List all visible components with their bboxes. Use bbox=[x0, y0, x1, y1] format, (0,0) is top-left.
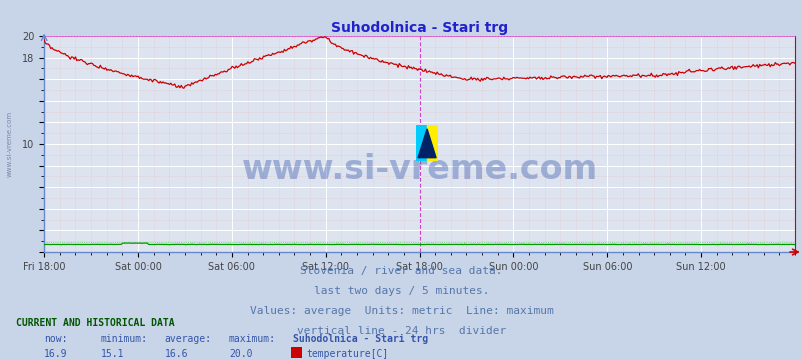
Text: Suhodolnica - Stari trg: Suhodolnica - Stari trg bbox=[293, 334, 427, 344]
Bar bbox=[427, 125, 438, 161]
Text: vertical line - 24 hrs  divider: vertical line - 24 hrs divider bbox=[297, 326, 505, 336]
Text: 20.0: 20.0 bbox=[229, 349, 252, 359]
Text: temperature[C]: temperature[C] bbox=[306, 349, 387, 359]
Text: minimum:: minimum: bbox=[100, 334, 148, 344]
Text: average:: average: bbox=[164, 334, 212, 344]
Text: now:: now: bbox=[44, 334, 67, 344]
Text: www.si-vreme.com: www.si-vreme.com bbox=[241, 153, 597, 186]
Polygon shape bbox=[418, 129, 435, 158]
Bar bbox=[415, 125, 427, 161]
Title: Suhodolnica - Stari trg: Suhodolnica - Stari trg bbox=[330, 21, 508, 35]
Text: Values: average  Units: metric  Line: maximum: Values: average Units: metric Line: maxi… bbox=[249, 306, 553, 316]
Text: 15.1: 15.1 bbox=[100, 349, 124, 359]
Text: 16.6: 16.6 bbox=[164, 349, 188, 359]
Text: 16.9: 16.9 bbox=[44, 349, 67, 359]
Text: maximum:: maximum: bbox=[229, 334, 276, 344]
Text: CURRENT AND HISTORICAL DATA: CURRENT AND HISTORICAL DATA bbox=[16, 318, 175, 328]
Text: www.si-vreme.com: www.si-vreme.com bbox=[6, 111, 12, 177]
Text: Slovenia / river and sea data.: Slovenia / river and sea data. bbox=[300, 266, 502, 276]
Text: last two days / 5 minutes.: last two days / 5 minutes. bbox=[314, 286, 488, 296]
